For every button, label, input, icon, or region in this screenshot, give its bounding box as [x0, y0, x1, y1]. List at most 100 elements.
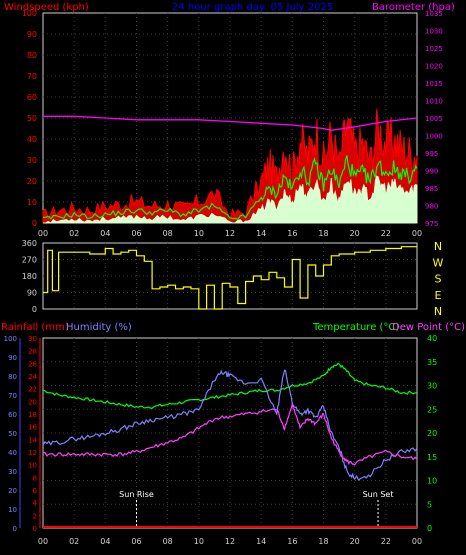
- temp-x-tick-label: 00: [38, 537, 48, 546]
- barometer-y-tick-label: 995: [425, 150, 438, 158]
- wind-x-tick-label: 20: [350, 229, 360, 238]
- wind-series: [42, 109, 418, 224]
- wind-x-tick-label: 16: [287, 229, 297, 238]
- humidity-y-tick-label: 40: [8, 449, 17, 457]
- wind-y-tick-label: 30: [27, 156, 37, 165]
- temp-x-tick-label: 20: [350, 537, 360, 546]
- barometer-y-tick-label: 1015: [425, 80, 443, 88]
- sun-marker-label: Sun Rise: [119, 490, 154, 499]
- humidity-y-tick-label: 70: [8, 392, 17, 400]
- wind-barometer-panel: 00 02 04 06 08 10 12 14 16 18 20 22 00 0102030405060…: [4, 2, 455, 238]
- rain-y-tick-label: 14: [28, 436, 37, 444]
- wind-y-ticks: 0 10 20 30 40 50 60 70 80 90 100: [22, 9, 37, 228]
- dewpoint-line: [42, 403, 418, 466]
- wind-y-tick-label: 100: [22, 9, 37, 18]
- humidity-y-tick-label: 20: [8, 487, 17, 495]
- rain-y-tick-label: 8: [33, 474, 37, 482]
- compass-label: N: [434, 305, 442, 318]
- wind-direction-line: [43, 246, 417, 310]
- wind-x-tick-label: 00: [412, 229, 422, 238]
- humidity-y-tick-label: 60: [8, 411, 17, 419]
- barometer-y-tick-label: 990: [425, 168, 438, 176]
- barometer-y-tick-label: 1030: [425, 28, 443, 36]
- wind-x-tick-label: 06: [131, 229, 141, 238]
- rain-y-tick-label: 0: [33, 525, 37, 533]
- wind-y-tick-label: 50: [27, 114, 37, 123]
- compass-label: S: [435, 273, 442, 286]
- direction-y-ticks: 0 90 180 270 360: [22, 239, 37, 314]
- humidity-y-tick-label: 90: [8, 354, 17, 362]
- direction-series: [43, 246, 417, 310]
- barometer-y-tick-label: 1005: [425, 115, 443, 123]
- wind-y-tick-label: 0: [32, 219, 37, 228]
- temp-x-tick-label: 06: [131, 537, 141, 546]
- rain-y-tick-label: 10: [28, 462, 37, 470]
- temperature-axis-label: Temperature (°C): [312, 322, 399, 333]
- direction-y-tick-label: 180: [22, 272, 37, 281]
- humidity-axis-label: Humidity (%): [66, 322, 132, 333]
- compass-label: W: [433, 256, 444, 269]
- temp-humidity-panel: 00 02 04 06 08 10 12 14 16 18 20 22 00 0102030405060…: [1, 322, 465, 546]
- temperature-y-tick-label: 10: [427, 477, 437, 486]
- humidity-y-tick-label: 30: [8, 468, 17, 476]
- temperature-y-tick-label: 0: [427, 524, 432, 533]
- barometer-y-tick-label: 1020: [425, 63, 443, 71]
- barometer-y-tick-label: 1000: [425, 133, 443, 141]
- humidity-line: [42, 369, 418, 481]
- sun-markers: Sun Rise Sun Set: [119, 490, 393, 528]
- wind-x-tick-label: 12: [225, 229, 235, 238]
- wind-y-tick-label: 40: [27, 135, 37, 144]
- temp-x-tick-label: 22: [381, 537, 391, 546]
- barometer-y-ticks: 975 980 985 990 995 1000 1005 1010 1015 1020 1025 1…: [425, 10, 443, 228]
- wind-y-tick-label: 20: [27, 177, 37, 186]
- direction-y-tick-label: 270: [22, 256, 37, 265]
- temp-x-ticks: 00 02 04 06 08 10 12 14 16 18 20 22 00: [38, 537, 422, 546]
- wind-x-tick-label: 00: [38, 229, 48, 238]
- wind-x-tick-label: 14: [256, 229, 266, 238]
- wind-minimum-area: [43, 175, 418, 224]
- chart-title: 24 hour graph day: 05 July 2025: [172, 2, 333, 13]
- rain-y-tick-label: 18: [28, 411, 37, 419]
- temperature-y-tick-label: 35: [427, 358, 437, 367]
- barometer-y-tick-label: 980: [425, 203, 438, 211]
- barometer-line: [43, 115, 418, 131]
- wind-x-tick-label: 04: [100, 229, 110, 238]
- humidity-y-tick-label: 50: [8, 430, 17, 438]
- temperature-y-tick-label: 25: [427, 405, 437, 414]
- temp-series: [42, 362, 418, 528]
- temperature-line: [42, 362, 418, 409]
- compass-label: N: [434, 240, 442, 253]
- temp-x-tick-label: 18: [318, 537, 328, 546]
- rain-y-tick-label: 16: [28, 424, 37, 432]
- wind-y-tick-label: 10: [27, 198, 37, 207]
- temp-x-tick-label: 16: [287, 537, 297, 546]
- barometer-y-tick-label: 1035: [425, 10, 443, 18]
- humidity-y-tick-label: 80: [8, 373, 17, 381]
- direction-y-tick-label: 0: [32, 305, 37, 314]
- wind-gust-area: [42, 109, 418, 224]
- temperature-y-tick-label: 5: [427, 500, 432, 509]
- barometer-y-tick-label: 1010: [425, 98, 443, 106]
- rain-y-tick-label: 4: [33, 500, 38, 508]
- wind-x-tick-label: 08: [163, 229, 173, 238]
- rain-y-tick-label: 12: [28, 449, 37, 457]
- humidity-y-tick-label: 10: [8, 506, 17, 514]
- wind-y-tick-label: 60: [27, 93, 37, 102]
- wind-x-tick-label: 18: [318, 229, 328, 238]
- barometer-axis-label: Barometer (hpa): [372, 2, 455, 13]
- wind-y-tick-label: 80: [27, 51, 37, 60]
- temperature-y-tick-label: 15: [427, 453, 437, 462]
- rain-y-tick-label: 28: [28, 348, 37, 356]
- humidity-y-ticks: 0 10 20 30 40 50 60 70 80 90 100: [4, 335, 21, 533]
- temperature-y-tick-label: 40: [427, 334, 437, 343]
- temp-x-tick-label: 12: [225, 537, 235, 546]
- temp-x-tick-label: 08: [163, 537, 173, 546]
- rain-y-tick-label: 6: [33, 487, 38, 495]
- wind-average-line: [42, 155, 418, 221]
- wind-y-tick-label: 90: [27, 30, 37, 39]
- rain-y-tick-label: 2: [33, 512, 37, 520]
